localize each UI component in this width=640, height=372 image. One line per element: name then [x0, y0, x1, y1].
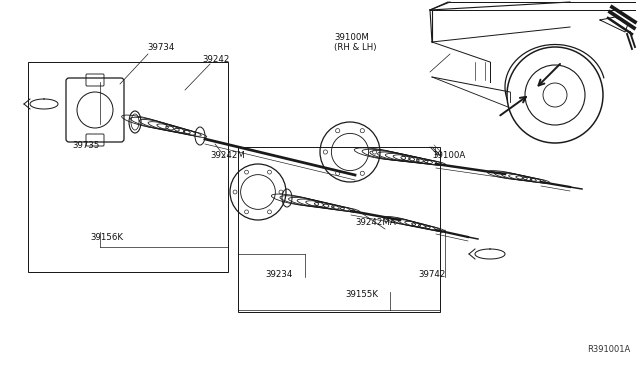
Text: 39234: 39234 — [265, 270, 292, 279]
Text: 39100A: 39100A — [432, 151, 465, 160]
Text: 39734: 39734 — [147, 43, 174, 52]
Text: 39100M
(RH & LH): 39100M (RH & LH) — [334, 33, 376, 52]
Bar — [238, 147, 440, 312]
Text: 39155K: 39155K — [345, 290, 378, 299]
Text: 39156K: 39156K — [90, 233, 123, 242]
Bar — [28, 62, 228, 272]
Text: 39735: 39735 — [72, 141, 99, 150]
Text: 39242M: 39242M — [210, 151, 245, 160]
Text: 39242: 39242 — [202, 55, 229, 64]
Text: 39742: 39742 — [418, 270, 445, 279]
Text: R391001A: R391001A — [587, 345, 630, 354]
Text: 39242MA: 39242MA — [355, 218, 396, 227]
